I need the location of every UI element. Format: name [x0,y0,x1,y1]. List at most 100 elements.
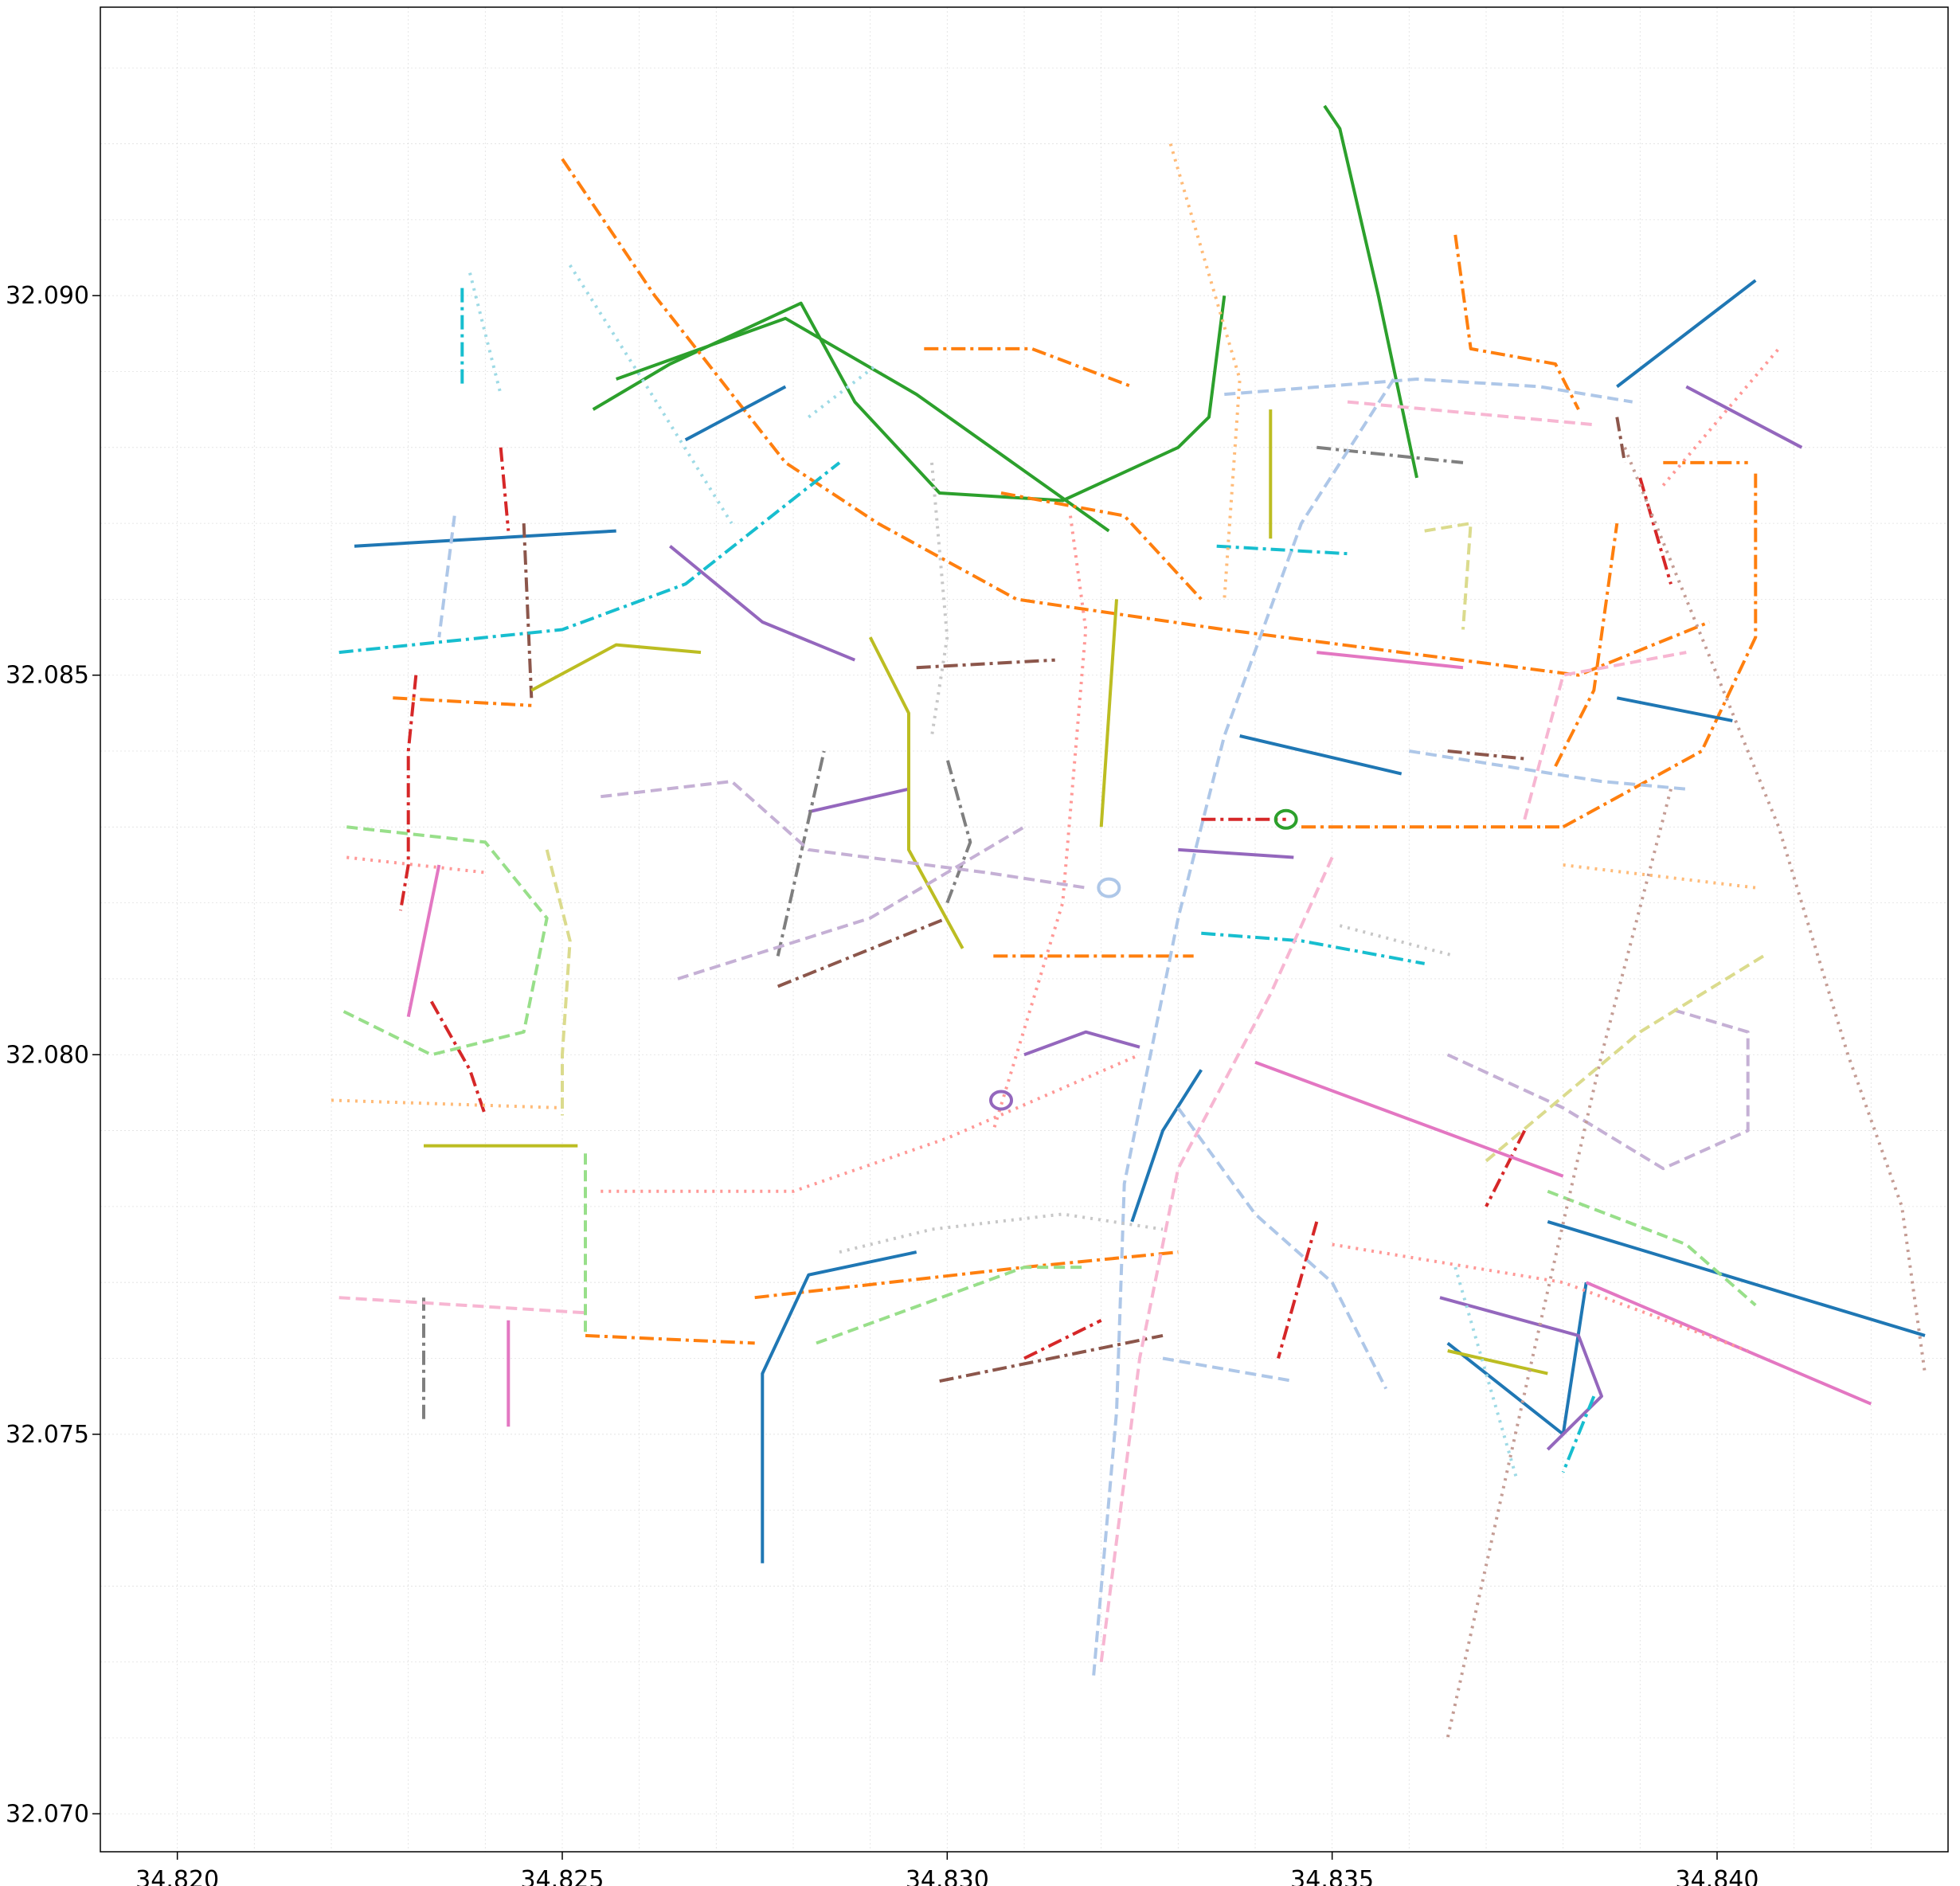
road-line [561,158,1711,677]
x-tick-label: 34.825 [521,1866,604,1886]
road-line [939,1333,1164,1383]
x-tick-label: 34.835 [1290,1866,1374,1886]
road-line [1323,104,1418,479]
road-line [808,787,910,814]
road-line [1615,417,1626,464]
road-line [1316,445,1464,464]
road-line [992,515,1088,1132]
road-line [868,636,964,949]
road-line [468,272,503,395]
road-line [1585,1281,1872,1406]
road-line [761,1250,917,1563]
road-line [776,750,826,957]
road-line [331,1098,563,1109]
road-line [1168,143,1242,600]
road-line [499,447,511,531]
road-line [1623,447,1927,1374]
y-tick-label: 32.070 [6,1800,89,1828]
roundabout-loop [1273,808,1298,830]
road-line [1000,491,1203,601]
road-line [522,523,534,698]
road-line [354,529,616,548]
road-line [839,1212,1164,1254]
y-tick-label: 32.085 [6,662,89,690]
road-line [338,1296,586,1315]
road-line [1347,400,1594,427]
road-line [1408,749,1687,791]
road-line [916,658,1055,670]
road-line [1685,385,1803,449]
road-line [585,1333,755,1345]
road-line [1547,1189,1757,1307]
road-line [1561,1395,1596,1473]
road-line [669,545,856,662]
plot-frame [100,6,1949,1853]
road-line [1239,734,1403,776]
road-line [677,825,1026,980]
road-line [1638,477,1672,585]
road-line [592,295,1226,503]
road-line [1023,1319,1102,1360]
road-line [930,462,949,737]
road-line [1224,378,1633,404]
road-line [1447,749,1525,761]
x-tick-label: 34.840 [1676,1866,1759,1886]
road-line [1162,1356,1294,1383]
road-line [1523,651,1687,820]
road-line [1130,1069,1203,1223]
road-line [808,362,879,419]
road-line [1661,347,1780,487]
road-line [338,461,841,655]
road-line [616,316,1110,533]
road-line [1178,847,1294,859]
road-line [393,696,532,707]
road-line [1201,931,1426,965]
road-line [338,825,549,1057]
road-line [1616,696,1733,722]
road-line [1446,788,1672,1739]
road-line [406,864,441,1017]
road-line [1485,1129,1527,1207]
road-line [1216,544,1348,556]
x-axis-ticks: 34.820 34.825 34.830 34.835 34.840 [135,1852,1759,1886]
y-tick-label: 32.080 [6,1041,89,1069]
road-line [1485,954,1765,1163]
road-line [1023,1030,1140,1057]
road-line [816,1266,1086,1345]
road-line [399,675,418,911]
road-line [1554,522,1619,768]
road-line [1092,378,1395,1677]
road-line [1424,522,1473,630]
road-line [1616,279,1757,389]
road-line [1316,651,1464,670]
road-line [945,758,972,904]
grid-lines [100,7,1949,1852]
road-line [1453,1266,1519,1481]
road-line [1562,470,1758,829]
road-line [601,1053,1140,1193]
road-line [1176,1106,1388,1390]
road-line [1563,863,1756,890]
roundabouts [989,808,1298,1111]
road-line [754,1250,1179,1300]
road-line [684,385,787,442]
road-line [545,849,572,1116]
y-tick-label: 32.090 [6,282,89,310]
road-line [1453,234,1580,411]
road-line [569,264,734,525]
road-line [1547,1219,1926,1337]
road-line [1099,599,1118,828]
road-line [437,515,456,638]
x-tick-label: 34.820 [135,1866,219,1886]
road-network [331,104,1927,1739]
x-tick-label: 34.830 [906,1866,989,1886]
road-line [530,643,702,692]
road-line [1099,856,1334,1662]
road-line [777,916,949,988]
roundabout-loop [1097,877,1121,898]
roundabout-loop [989,1090,1013,1111]
road-line [1439,1296,1603,1451]
road-line [1332,1242,1749,1352]
road-line [601,780,1086,890]
